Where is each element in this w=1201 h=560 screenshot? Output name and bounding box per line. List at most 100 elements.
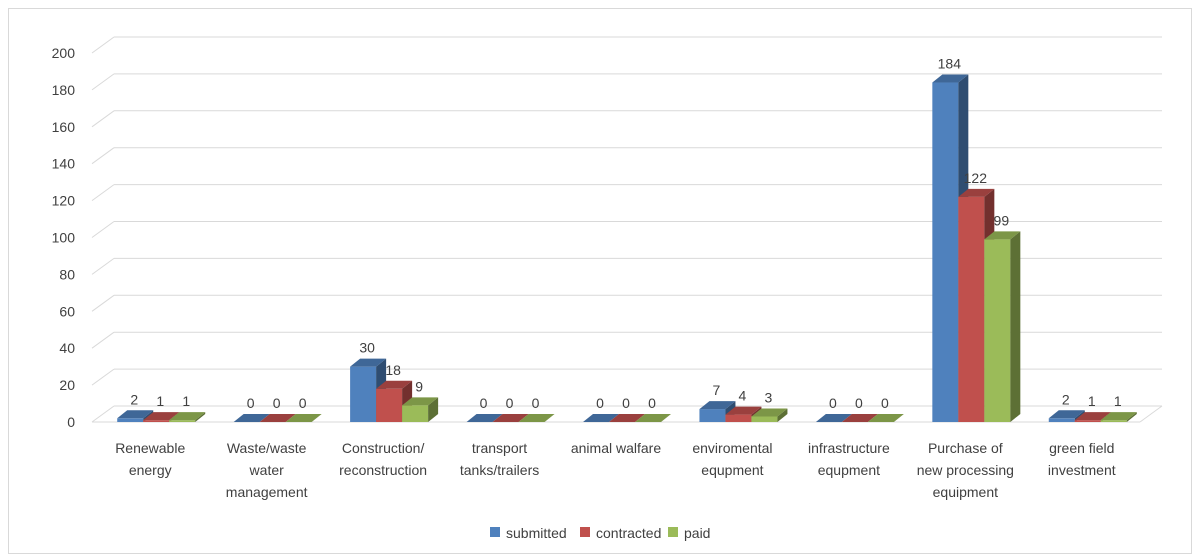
data-label: 99 bbox=[994, 212, 1010, 228]
data-label: 0 bbox=[881, 395, 889, 411]
bar-top bbox=[169, 412, 206, 421]
bar-top bbox=[285, 414, 322, 422]
bar-front bbox=[751, 416, 778, 422]
data-label: 0 bbox=[506, 395, 514, 411]
bar-top bbox=[402, 397, 439, 406]
bar-top bbox=[751, 408, 788, 417]
gridline-side bbox=[91, 221, 115, 238]
data-label: 3 bbox=[765, 389, 773, 405]
category-label: Renewable energy bbox=[115, 440, 185, 478]
bar-top bbox=[492, 414, 529, 422]
bar-front bbox=[958, 196, 985, 422]
bar-top bbox=[518, 414, 555, 422]
bar-side bbox=[428, 397, 439, 422]
category-label: Waste/waste water management bbox=[226, 440, 308, 500]
bar-front bbox=[1048, 418, 1075, 422]
bar-top bbox=[233, 414, 270, 422]
bar-top bbox=[117, 410, 154, 419]
data-label: 0 bbox=[273, 395, 281, 411]
data-label: 2 bbox=[1062, 391, 1070, 407]
data-label: 0 bbox=[648, 395, 656, 411]
bar-front bbox=[350, 366, 377, 422]
data-label: 9 bbox=[415, 378, 423, 394]
floor-side bbox=[1139, 405, 1163, 423]
gridline-side bbox=[91, 294, 115, 312]
gridline-side bbox=[91, 368, 115, 386]
data-label: 0 bbox=[855, 395, 863, 411]
bar-front bbox=[376, 388, 403, 422]
bar-side bbox=[1010, 231, 1021, 422]
category-label: Purchase of new processing equipment bbox=[917, 440, 1014, 500]
bar-top bbox=[867, 414, 904, 422]
bar-top bbox=[958, 188, 995, 197]
gridline-side bbox=[91, 405, 115, 423]
y-tick-label: 100 bbox=[52, 230, 76, 246]
gridline-side bbox=[91, 73, 115, 91]
bar-top bbox=[841, 414, 878, 422]
data-label: 122 bbox=[964, 170, 988, 186]
bar-top bbox=[376, 380, 413, 389]
gridline-side bbox=[91, 36, 115, 54]
data-label: 18 bbox=[385, 362, 401, 378]
bar-top bbox=[984, 231, 1021, 240]
bar-front bbox=[984, 239, 1011, 422]
y-tick-label: 80 bbox=[59, 266, 75, 282]
gridline-side bbox=[91, 110, 115, 128]
gridline-side bbox=[91, 147, 115, 165]
legend: submitted contracted paid bbox=[490, 525, 710, 541]
data-label: 0 bbox=[480, 395, 488, 411]
y-tick-label: 60 bbox=[59, 303, 75, 319]
bar-side bbox=[195, 412, 206, 422]
data-label: 1 bbox=[182, 393, 190, 409]
bar-side bbox=[777, 408, 788, 422]
bar-front bbox=[699, 409, 726, 422]
y-tick-label: 40 bbox=[59, 340, 75, 356]
bar-top bbox=[1100, 412, 1137, 421]
category-labels: Renewable energy Waste/waste water managemen… bbox=[115, 440, 1116, 500]
category-label: animal walfare bbox=[571, 440, 661, 456]
data-label: 184 bbox=[938, 56, 962, 72]
data-label: 0 bbox=[247, 395, 255, 411]
y-tick-label: 200 bbox=[52, 45, 76, 61]
bar-front bbox=[725, 414, 752, 422]
bar-front bbox=[1100, 420, 1127, 422]
gridline-side bbox=[91, 257, 115, 275]
category-label: enviromental equpment bbox=[692, 440, 772, 478]
legend-swatch bbox=[580, 527, 590, 537]
data-label: 0 bbox=[596, 395, 604, 411]
data-label: 0 bbox=[829, 395, 837, 411]
legend-label: contracted bbox=[596, 525, 661, 541]
bar-top bbox=[932, 74, 969, 83]
bar-top bbox=[350, 358, 387, 367]
bar-top bbox=[635, 414, 671, 422]
bar-top bbox=[815, 414, 852, 422]
y-tick-label: 20 bbox=[59, 377, 75, 393]
bars bbox=[117, 74, 1137, 423]
data-label: 7 bbox=[713, 382, 721, 398]
bar-top bbox=[583, 414, 619, 422]
y-tick-label: 160 bbox=[52, 119, 76, 135]
data-label: 0 bbox=[622, 395, 630, 411]
bar-top bbox=[609, 414, 645, 422]
y-tick-label: 180 bbox=[52, 82, 76, 98]
data-label: 1 bbox=[156, 393, 164, 409]
y-tick-label: 140 bbox=[52, 156, 76, 172]
gridline-side bbox=[91, 184, 115, 202]
data-label: 1 bbox=[1114, 393, 1122, 409]
data-label: 30 bbox=[359, 340, 375, 356]
y-tick-label: 0 bbox=[67, 414, 75, 430]
legend-swatch bbox=[490, 527, 500, 537]
bar-front bbox=[932, 82, 959, 423]
data-label: 0 bbox=[532, 395, 540, 411]
legend-swatch bbox=[668, 527, 678, 537]
bar-front bbox=[169, 420, 196, 422]
bar-top bbox=[259, 414, 296, 422]
bar-top bbox=[143, 412, 180, 421]
data-label: 0 bbox=[299, 395, 307, 411]
gridline-side bbox=[91, 331, 115, 349]
y-axis: 0 20 40 60 80 100 120 140 160 180 200 bbox=[52, 45, 76, 430]
data-label: 1 bbox=[1088, 393, 1096, 409]
bar-top bbox=[1074, 412, 1111, 421]
